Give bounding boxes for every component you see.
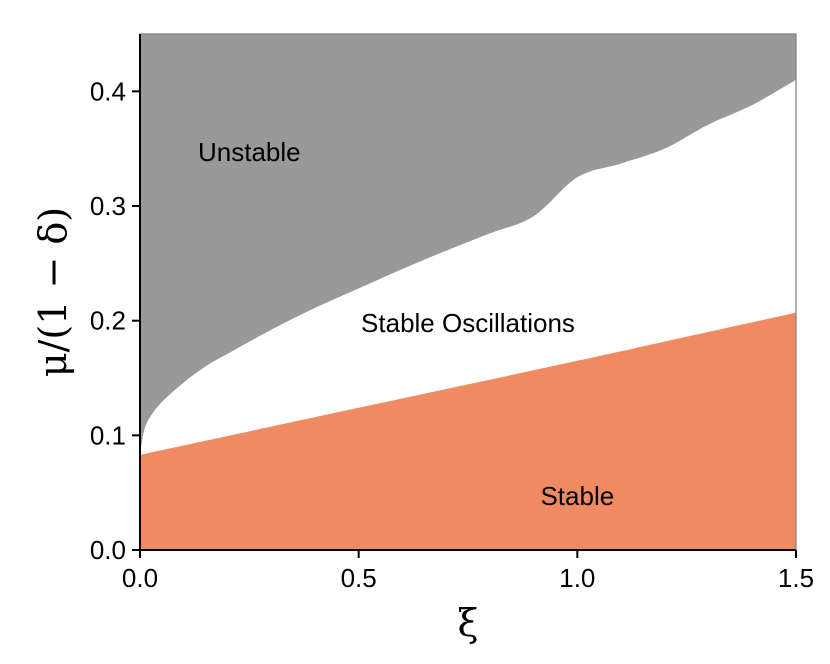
- region-label-stable: Stable: [540, 481, 614, 511]
- y-tick-label: 0.3: [90, 191, 126, 221]
- x-tick-label: 1.5: [778, 563, 814, 593]
- region-unstable: [140, 34, 796, 455]
- y-axis: 0.0 0.1 0.2 0.3 0.4: [90, 34, 141, 565]
- x-tick-label: 0.0: [122, 563, 158, 593]
- region-stable-oscillations: [140, 79, 796, 455]
- region-stable: [140, 312, 796, 550]
- region-label-unstable: Unstable: [198, 137, 301, 167]
- y-ticks: 0.0 0.1 0.2 0.3 0.4: [90, 76, 140, 565]
- region-labels: Unstable Stable Oscillations Stable: [198, 137, 614, 511]
- y-axis-title: μ/(1 − δ): [31, 207, 75, 377]
- y-tick-label: 0.1: [90, 420, 126, 450]
- y-tick-label: 0.0: [90, 535, 126, 565]
- x-axis-title: ξ: [458, 601, 479, 645]
- y-tick-label: 0.2: [90, 306, 126, 336]
- x-tick-label: 1.0: [559, 563, 595, 593]
- plot-area: [139, 33, 797, 551]
- x-ticks: 0.0 0.5 1.0 1.5: [122, 550, 814, 593]
- x-tick-label: 0.5: [341, 563, 377, 593]
- x-axis: 0.0 0.5 1.0 1.5: [122, 549, 814, 593]
- region-label-stable-oscillations: Stable Oscillations: [361, 308, 575, 338]
- y-tick-label: 0.4: [90, 76, 126, 106]
